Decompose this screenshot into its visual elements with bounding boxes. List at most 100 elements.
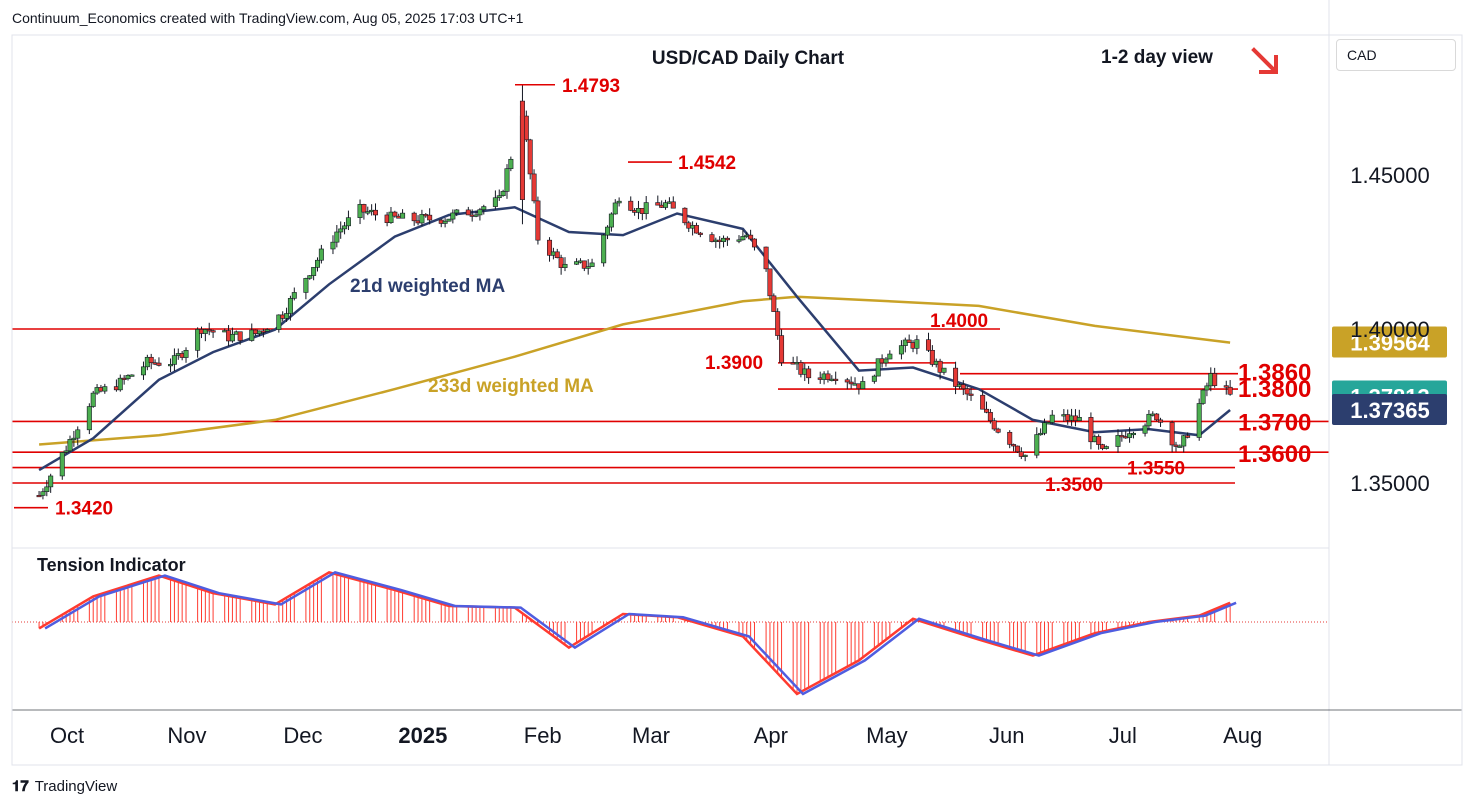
candle-body	[496, 195, 502, 199]
candle-body	[102, 386, 108, 392]
y-tick-label: 1.45000	[1350, 163, 1430, 188]
candle-body	[168, 364, 174, 367]
candle-body	[40, 491, 46, 496]
axes-layer: 1.45000 1.40000 1.35000 Oct Nov Dec 2025 Feb Mar…	[11, 0, 1463, 766]
candle-body	[1038, 432, 1044, 436]
candle-body	[411, 212, 417, 222]
candle-body	[1045, 422, 1051, 425]
view-note: 1-2 day view	[1101, 47, 1213, 68]
candle-body	[508, 158, 514, 169]
candle-body	[419, 214, 425, 224]
candle-body	[75, 429, 81, 439]
candle-body	[519, 100, 525, 200]
candle-body	[129, 374, 135, 377]
candle-body	[148, 356, 154, 364]
candle-body	[779, 335, 785, 363]
candle-body	[260, 330, 266, 333]
x-tick-label: Mar	[632, 723, 670, 748]
candle-body	[264, 329, 270, 332]
candle-body	[67, 439, 73, 452]
candle-body	[1173, 444, 1179, 447]
x-tick-label: May	[866, 723, 908, 748]
candle-body	[330, 241, 336, 250]
footer-brand-label: TradingView	[34, 778, 118, 795]
candle-body	[860, 381, 866, 390]
candle-body	[1076, 417, 1082, 421]
candle-body	[601, 234, 607, 264]
candle-body	[1103, 446, 1109, 449]
x-tick-label: 2025	[398, 723, 447, 748]
candle-body	[1185, 435, 1191, 438]
level-label: 1.4000	[930, 311, 988, 332]
candle-body	[86, 406, 92, 431]
level-label: 1.3700	[1238, 409, 1311, 436]
candle-body	[392, 211, 398, 217]
x-tick-label: Apr	[754, 723, 788, 748]
candle-body	[871, 375, 877, 382]
x-tick-label: Jun	[989, 723, 1024, 748]
candle-body	[960, 384, 966, 390]
x-tick-label: Jul	[1109, 723, 1137, 748]
candle-body	[612, 202, 618, 215]
candle-body	[825, 373, 831, 380]
candle-body	[806, 368, 812, 379]
wma21-line	[38, 206, 1231, 472]
candle-body	[1130, 432, 1136, 436]
candle-body	[1181, 435, 1187, 447]
candle-body	[140, 366, 146, 376]
candle-body	[1049, 414, 1055, 423]
candle-body	[481, 206, 487, 210]
price-badge-label: 1.39564	[1350, 331, 1430, 356]
candle-body	[125, 374, 131, 380]
candle-body	[558, 257, 564, 268]
candle-body	[574, 261, 580, 265]
candle-body	[1227, 386, 1233, 395]
level-label: 1.3550	[1127, 459, 1185, 480]
candle-body	[465, 209, 471, 216]
currency-selector[interactable]: CAD	[1336, 39, 1456, 71]
candle-body	[875, 358, 881, 377]
candle-body	[48, 475, 54, 488]
candle-body	[581, 260, 587, 269]
candle-body	[1018, 451, 1024, 457]
candle-body	[906, 339, 912, 343]
candle-body	[887, 353, 893, 360]
candle-body	[210, 330, 216, 333]
candle-body	[898, 345, 904, 355]
candle-body	[740, 236, 746, 241]
candle-body	[504, 168, 510, 192]
candle-body	[670, 201, 676, 209]
candle-body	[1127, 433, 1133, 438]
candle-body	[90, 392, 96, 407]
candle-body	[361, 204, 367, 213]
candle-body	[303, 278, 309, 293]
candle-body	[531, 173, 537, 202]
candle-body	[844, 379, 850, 383]
candle-body	[171, 355, 177, 365]
candle-body	[767, 268, 773, 297]
candle-body	[848, 381, 854, 385]
candle-body	[964, 388, 970, 395]
candle-body	[914, 339, 920, 349]
candle-body	[473, 214, 479, 217]
candle-body	[655, 202, 661, 206]
candle-body	[527, 139, 533, 175]
candle-body	[980, 394, 986, 410]
candle-body	[608, 213, 614, 228]
wma233-line	[39, 295, 1231, 446]
candle-body	[1022, 454, 1028, 457]
candle-body	[427, 214, 433, 221]
candle-body	[311, 267, 317, 276]
candle-body	[616, 200, 622, 204]
candle-body	[643, 202, 649, 214]
candle-body	[775, 311, 781, 336]
candle-body	[1169, 422, 1175, 446]
candle-body	[195, 329, 201, 351]
candle-body	[535, 200, 541, 241]
candle-body	[500, 191, 506, 196]
peak-label: 1.4793	[562, 76, 620, 97]
candle-body	[338, 228, 344, 233]
candle-body	[682, 207, 688, 224]
